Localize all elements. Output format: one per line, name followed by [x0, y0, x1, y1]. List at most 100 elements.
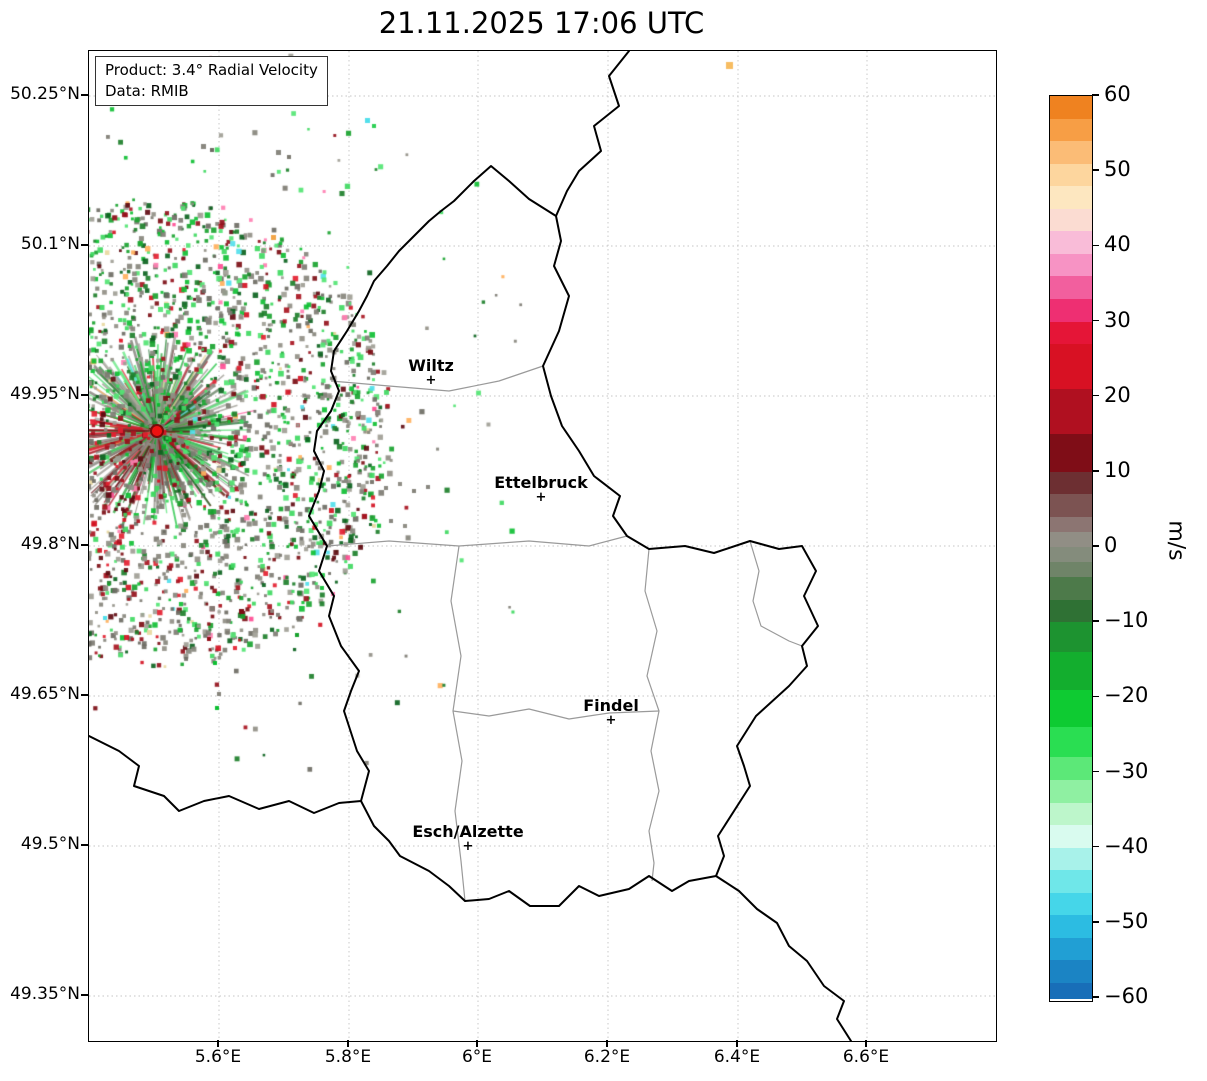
colorbar-tick-mark	[1092, 996, 1099, 998]
colorbar-tick-label: 60	[1104, 82, 1131, 106]
colorbar-tick-mark	[1092, 695, 1099, 698]
y-tick-label: 49.95°N	[10, 384, 80, 404]
colorbar-band	[1050, 757, 1092, 781]
colorbar-band	[1050, 547, 1092, 563]
colorbar-band	[1050, 321, 1092, 345]
colorbar-band	[1050, 494, 1092, 518]
colorbar-band	[1050, 562, 1092, 578]
colorbar-tick-mark	[1092, 845, 1099, 848]
colorbar-tick-label: −40	[1104, 833, 1149, 858]
city-label-esch-alzette: Esch/Alzette	[412, 822, 524, 841]
colorbar-band	[1050, 516, 1092, 533]
x-tick-mark	[736, 1040, 738, 1047]
colorbar-band	[1050, 344, 1092, 390]
colorbar-band	[1050, 802, 1092, 826]
y-tick-label: 49.65°N	[10, 684, 80, 704]
colorbar-band	[1050, 471, 1092, 496]
colorbar-tick-label: −50	[1104, 908, 1149, 933]
y-tick-label: 49.5°N	[20, 834, 80, 854]
x-tick-mark	[865, 1040, 867, 1047]
colorbar-band	[1050, 577, 1092, 601]
y-tick-mark	[81, 844, 88, 846]
colorbar-band	[1050, 727, 1092, 759]
colorbar-tick-mark	[1092, 394, 1099, 397]
district-border-0	[330, 365, 544, 392]
colorbar-tick-label: 50	[1104, 157, 1131, 182]
colorbar-tick-mark	[1092, 470, 1099, 472]
luxembourg-map	[89, 51, 852, 1041]
plot-title: 21.11.2025 17:06 UTC	[378, 6, 705, 40]
colorbar-unit-label: m/s	[1163, 520, 1189, 561]
colorbar-tick-label: 20	[1104, 382, 1131, 407]
colorbar-band	[1050, 141, 1092, 165]
colorbar-band	[1050, 937, 1092, 962]
colorbar-tick-mark	[1092, 921, 1099, 923]
y-tick-label: 50.1°N	[20, 234, 80, 254]
district-border-3	[644, 548, 660, 882]
colorbar-band	[1050, 870, 1092, 894]
colorbar-band	[1050, 780, 1092, 804]
external-border-0	[555, 51, 630, 217]
colorbar-band	[1050, 186, 1092, 210]
colorbar-band	[1050, 118, 1092, 142]
x-tick-mark	[606, 1040, 608, 1047]
external-border-2	[715, 875, 852, 1041]
district-border-1	[326, 535, 628, 547]
city-label-ettelbruck: Ettelbruck	[494, 473, 588, 492]
colorbar-band	[1050, 982, 1092, 999]
country-border-luxembourg	[308, 165, 819, 907]
colorbar-band	[1050, 652, 1092, 691]
colorbar-band	[1050, 298, 1092, 323]
external-border-1	[89, 735, 362, 814]
colorbar-band	[1050, 231, 1092, 255]
colorbar-band	[1050, 434, 1092, 473]
x-tick-label: 6.4°E	[713, 1047, 761, 1067]
colorbar-band	[1050, 276, 1092, 300]
colorbar-tick-mark	[1092, 244, 1099, 247]
colorbar-band	[1050, 163, 1092, 187]
colorbar-band	[1050, 389, 1092, 435]
colorbar-tick-mark	[1092, 620, 1099, 622]
colorbar-band	[1050, 96, 1092, 120]
colorbar-band	[1050, 892, 1092, 917]
colorbar-tick-label: −10	[1104, 608, 1149, 633]
colorbar-tick-label: −20	[1104, 683, 1149, 708]
colorbar-tick-label: 10	[1104, 457, 1131, 482]
x-tick-mark	[476, 1040, 478, 1047]
colorbar-tick-label: 0	[1104, 533, 1118, 557]
colorbar-tick-mark	[1092, 770, 1099, 773]
colorbar-band	[1050, 847, 1092, 871]
y-tick-mark	[81, 544, 88, 546]
colorbar-band	[1050, 208, 1092, 232]
city-label-findel: Findel	[583, 696, 639, 715]
y-tick-label: 49.8°N	[20, 534, 80, 554]
y-tick-mark	[81, 244, 88, 246]
colorbar-tick-mark	[1092, 319, 1099, 322]
data-source-label: Data: RMIB	[105, 82, 189, 100]
y-tick-mark	[81, 994, 88, 996]
radar-velocity-pixels	[89, 51, 996, 1041]
colorbar-band	[1050, 253, 1092, 278]
district-border-2	[450, 545, 466, 902]
colorbar-tick-label: 30	[1104, 307, 1131, 332]
radar-site-dot	[150, 424, 164, 438]
colorbar-band	[1050, 960, 1092, 984]
colorbar-tick-label: −30	[1104, 758, 1149, 783]
x-tick-mark	[347, 1040, 349, 1047]
colorbar-tick-mark	[1092, 545, 1099, 547]
x-tick-label: 5.6°E	[194, 1047, 242, 1067]
x-tick-label: 6.2°E	[583, 1047, 631, 1067]
district-border-4	[452, 708, 660, 720]
y-tick-label: 49.35°N	[10, 984, 80, 1004]
colorbar-band	[1050, 622, 1092, 653]
y-tick-mark	[81, 394, 88, 396]
y-tick-mark	[81, 94, 88, 96]
product-info-box: Product: 3.4° Radial Velocity Data: RMIB	[95, 56, 328, 106]
map-plot-area: Product: 3.4° Radial Velocity Data: RMIB…	[88, 50, 997, 1042]
colorbar-band	[1050, 825, 1092, 849]
x-tick-label: 5.8°E	[324, 1047, 372, 1067]
y-tick-label: 50.25°N	[10, 84, 80, 104]
y-tick-mark	[81, 694, 88, 696]
x-tick-mark	[217, 1040, 219, 1047]
